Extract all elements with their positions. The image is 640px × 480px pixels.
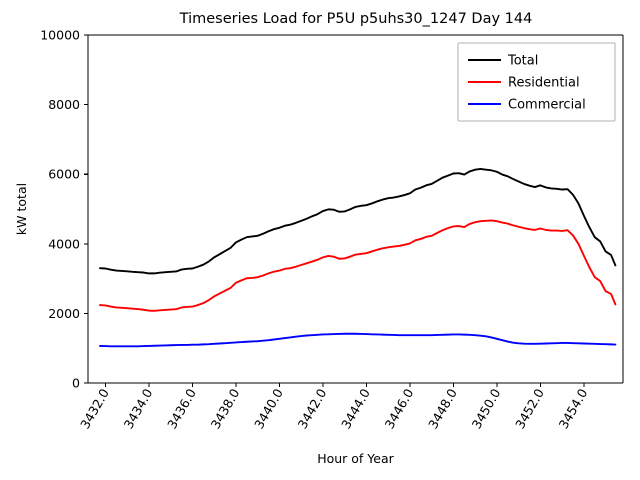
x-tick-label: 3448.0: [425, 386, 460, 431]
x-tick-label: 3432.0: [77, 386, 112, 431]
x-tick-label: 3452.0: [512, 386, 547, 431]
x-tick-label: 3444.0: [338, 386, 373, 431]
x-tick-label: 3440.0: [251, 386, 286, 431]
y-axis-ticks: 0 2000 4000 6000 8000 10000: [40, 28, 88, 391]
series-line-total: [99, 168, 617, 275]
y-tick-label: 6000: [48, 167, 80, 182]
legend-label-residential: Residential: [508, 76, 580, 91]
legend-frame: [457, 42, 616, 122]
y-tick-label: 4000: [48, 236, 80, 251]
y-tick-label: 0: [72, 376, 80, 391]
x-tick-label: 3442.0: [295, 386, 330, 431]
legend-label-total: Total: [507, 54, 538, 69]
legend-label-commercial: Commercial: [508, 98, 586, 113]
y-tick-label: 8000: [48, 97, 80, 112]
x-axis-label: Hour of Year: [317, 451, 394, 466]
x-tick-label: 3454.0: [556, 386, 591, 431]
x-tick-label: 3438.0: [208, 386, 243, 431]
series-lines: [99, 168, 617, 348]
series-line-residential: [99, 219, 617, 312]
x-axis-ticks: 3432.0 3434.0 3436.0 3438.0 3440.0 3442.0 3444…: [77, 383, 590, 431]
chart-title: Timeseries Load for P5U p5uhs30_1247 Day…: [179, 11, 533, 27]
y-tick-label: 2000: [48, 306, 80, 321]
x-tick-label: 3450.0: [469, 386, 504, 431]
series-line-commercial: [99, 332, 617, 348]
y-tick-label: 10000: [40, 28, 80, 43]
y-axis-label: kW total: [14, 183, 29, 235]
x-tick-label: 3436.0: [164, 386, 199, 431]
x-tick-label: 3446.0: [382, 386, 417, 431]
x-tick-label: 3434.0: [121, 386, 156, 431]
plot-axes-frame: [87, 34, 624, 384]
chart-legend[interactable]: Total Residential Commercial: [457, 42, 616, 122]
